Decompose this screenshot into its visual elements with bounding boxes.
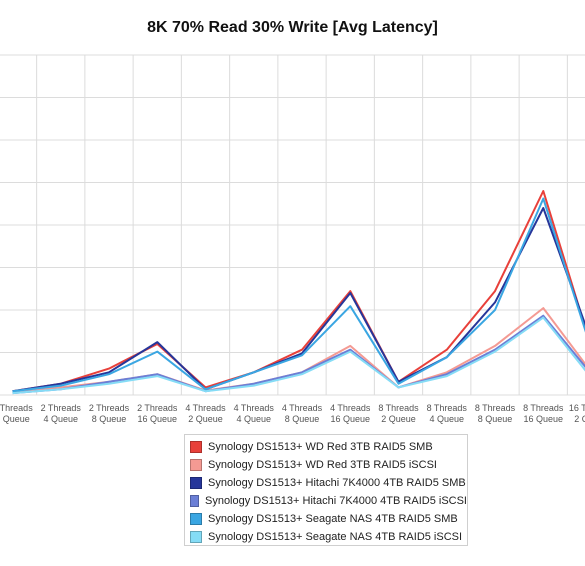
legend-swatch xyxy=(190,531,202,543)
legend-swatch xyxy=(190,441,202,453)
x-tick-label: 4 Threads 8 Queue xyxy=(282,403,323,424)
series-line-6 xyxy=(12,316,585,395)
legend-item[interactable]: Synology DS1513+ Seagate NAS 4TB RAID5 S… xyxy=(190,510,467,528)
legend-label: Synology DS1513+ Hitachi 7K4000 4TB RAID… xyxy=(204,495,467,507)
legend-label: Synology DS1513+ WD Red 3TB RAID5 SMB xyxy=(208,441,433,453)
x-tick-label: 2 Threads 16 Queue xyxy=(137,403,178,424)
legend-item[interactable]: Synology DS1513+ Seagate NAS 4TB RAID5 i… xyxy=(190,528,467,546)
legend-item[interactable]: Synology DS1513+ WD Red 3TB RAID5 SMB xyxy=(190,438,467,456)
x-tick-label: 4 Threads 16 Queue xyxy=(330,403,371,424)
legend-swatch xyxy=(190,495,199,507)
legend-item[interactable]: Synology DS1513+ Hitachi 7K4000 4TB RAID… xyxy=(190,474,467,492)
legend-label: Synology DS1513+ Hitachi 7K4000 4TB RAID… xyxy=(208,477,466,489)
legend-label: Synology DS1513+ Seagate NAS 4TB RAID5 i… xyxy=(208,531,463,543)
x-tick-label: 8 Threads 4 Queue xyxy=(427,403,468,424)
legend-swatch xyxy=(190,513,202,525)
legend-label: Synology DS1513+ Seagate NAS 4TB RAID5 S… xyxy=(208,513,458,525)
legend-swatch xyxy=(190,477,202,489)
series-layer xyxy=(12,190,585,395)
x-tick-label: 8 Threads 8 Queue xyxy=(475,403,516,424)
x-tick-label: 2 Threads 4 Queue xyxy=(41,403,82,424)
x-tick-label: 4 Threads 4 Queue xyxy=(234,403,275,424)
chart-title: 8K 70% Read 30% Write [Avg Latency] xyxy=(147,19,438,36)
series-line-5 xyxy=(12,197,585,393)
legend-item[interactable]: Synology DS1513+ Hitachi 7K4000 4TB RAID… xyxy=(190,492,467,510)
series-line-4 xyxy=(12,314,585,395)
series-line-1 xyxy=(12,190,585,393)
grid xyxy=(0,54,585,396)
series-line-3 xyxy=(12,207,585,393)
legend-label: Synology DS1513+ WD Red 3TB RAID5 iSCSI xyxy=(208,459,437,471)
legend-swatch xyxy=(190,459,202,471)
x-tick-label: 4 Threads 2 Queue xyxy=(185,403,226,424)
x-tick-label: 8 Threads 16 Queue xyxy=(523,403,564,424)
x-tick-label: 2 Threads 8 Queue xyxy=(89,403,130,424)
x-tick-label: 8 Threads 2 Queue xyxy=(378,403,419,424)
legend: Synology DS1513+ WD Red 3TB RAID5 SMB Syn… xyxy=(184,434,468,546)
legend-item[interactable]: Synology DS1513+ WD Red 3TB RAID5 iSCSI xyxy=(190,456,467,474)
